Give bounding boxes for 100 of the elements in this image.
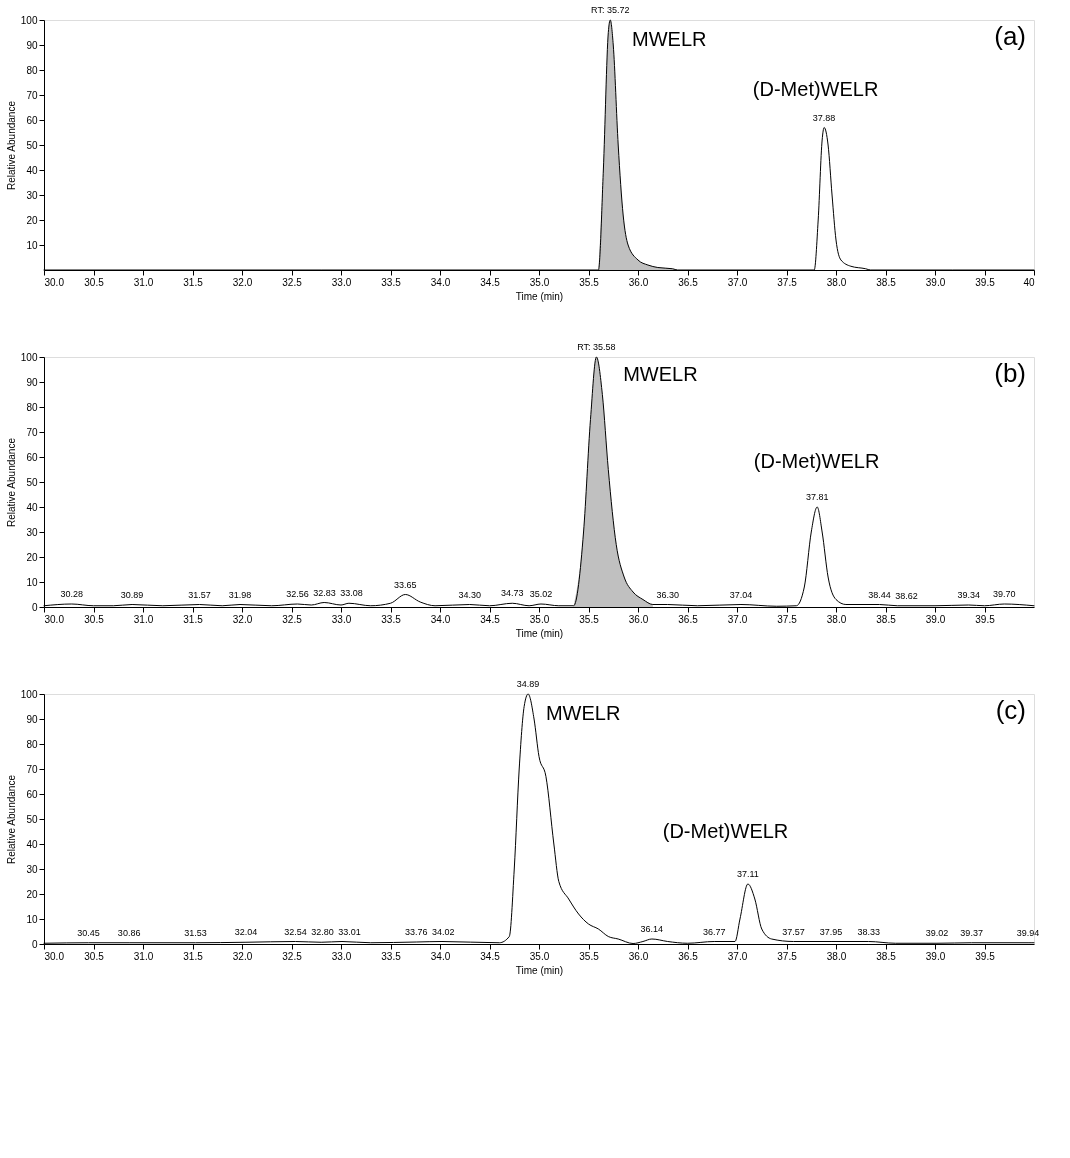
x-tick-label: 38.5 — [876, 276, 897, 288]
annotation: 37.88 — [812, 112, 836, 123]
annotation: 34.89 — [516, 679, 540, 689]
y-tick-label: 30 — [26, 189, 38, 201]
y-tick-label: 40 — [26, 164, 38, 176]
annotation: 36.14 — [640, 924, 664, 934]
annotation: 30.89 — [120, 589, 144, 600]
y-axis-title: Relative Abundance — [5, 774, 17, 864]
x-tick-label: 31.0 — [133, 950, 154, 962]
annotation: 39.02 — [925, 928, 949, 939]
annotation: 39.34 — [957, 590, 980, 600]
x-tick-label: 38.0 — [826, 276, 847, 288]
x-tick-label: 33.5 — [381, 276, 402, 288]
annotation: 31.53 — [184, 927, 207, 938]
x-tick-label: 34.5 — [480, 276, 501, 288]
annotation: (D-Met)WELR — [752, 78, 879, 100]
annotation: MWELR — [545, 702, 621, 724]
y-tick-label: 80 — [26, 738, 38, 750]
x-tick-label: 38.5 — [876, 950, 897, 962]
annotation: 32.54 — [284, 926, 307, 937]
annotation: 37.81 — [805, 492, 829, 502]
y-tick-label: 0 — [31, 938, 38, 950]
y-tick-label: 90 — [26, 713, 38, 725]
y-tick-label: 0 — [31, 601, 38, 613]
x-tick-label: 35.0 — [529, 276, 550, 288]
x-tick-label: 34.0 — [430, 950, 451, 962]
y-tick-label: 80 — [26, 64, 38, 76]
y-tick-label: 70 — [26, 89, 38, 101]
annotation: (D-Met)WELR — [662, 819, 789, 842]
y-tick-label: 100 — [20, 351, 38, 363]
x-tick-label: 32.5 — [282, 950, 303, 962]
y-tick-label: 60 — [26, 788, 38, 800]
annotation: (a) — [994, 21, 1026, 51]
y-tick-label: 10 — [26, 576, 38, 588]
x-tick-label: 30.5 — [84, 613, 105, 625]
annotation: 33.76 — [404, 927, 428, 937]
y-axis-title: Relative Abundance — [5, 100, 17, 190]
x-tick-label: 33.5 — [381, 613, 402, 625]
x-tick-label: 30.5 — [84, 950, 105, 962]
annotation: 39.94 — [1016, 927, 1040, 938]
x-tick-label: 36.5 — [678, 276, 699, 288]
x-tick-label: 31.5 — [183, 613, 204, 625]
annotation: 39.37 — [960, 927, 983, 938]
x-axis-title: Time (min) — [515, 290, 564, 302]
y-tick-label: 60 — [26, 451, 38, 463]
annotation: 38.33 — [857, 926, 880, 937]
annotation: 37.11 — [736, 869, 759, 879]
x-tick-label: 39.0 — [925, 276, 946, 288]
y-tick-label: 50 — [26, 813, 38, 825]
annotation: 31.57 — [188, 589, 211, 600]
y-tick-label: 50 — [26, 476, 38, 488]
x-tick-label: 33.0 — [331, 276, 352, 288]
x-tick-label: 33.0 — [331, 613, 352, 625]
x-tick-label: 33.5 — [381, 950, 402, 962]
x-tick-label: 32.0 — [232, 950, 253, 962]
annotation: 32.83 — [313, 587, 336, 598]
x-tick-label: 34.0 — [430, 613, 451, 625]
x-tick-label: 38.0 — [826, 950, 847, 962]
y-axis-title: Relative Abundance — [5, 437, 17, 527]
annotation: 34.30 — [458, 589, 481, 600]
x-tick-label: 32.0 — [232, 613, 253, 625]
annotation: 37.95 — [819, 926, 843, 937]
x-tick-label: 40 — [1023, 276, 1035, 288]
x-tick-label: 35.5 — [579, 950, 600, 962]
annotation: MWELR — [632, 28, 707, 50]
x-axis-title: Time (min) — [515, 964, 564, 976]
x-tick-label: 31.5 — [183, 950, 204, 962]
y-tick-label: 20 — [26, 551, 38, 563]
y-tick-label: 70 — [26, 426, 38, 438]
annotation: 32.80 — [311, 927, 334, 938]
x-tick-label: 39.5 — [975, 950, 996, 962]
annotation: 33.01 — [338, 926, 361, 937]
x-tick-label: 34.0 — [430, 276, 451, 288]
annotation: 34.02 — [431, 926, 455, 937]
x-tick-label: 37.5 — [777, 613, 798, 625]
annotation: 33.65 — [394, 579, 417, 590]
x-tick-label: 36.0 — [628, 276, 649, 288]
y-tick-label: 40 — [26, 501, 38, 513]
x-tick-label: 32.0 — [232, 276, 253, 288]
x-tick-label: 30.0 — [44, 950, 65, 962]
y-tick-label: 30 — [26, 526, 38, 538]
annotation: (c) — [995, 695, 1026, 725]
x-tick-label: 36.0 — [628, 613, 649, 625]
annotation: 38.44 — [868, 589, 891, 600]
annotation: 37.04 — [729, 589, 753, 600]
x-tick-label: 36.5 — [678, 950, 699, 962]
x-tick-label: 35.5 — [579, 613, 600, 625]
x-tick-label: 30.5 — [84, 276, 105, 288]
annotation: 30.28 — [60, 589, 83, 599]
y-tick-label: 70 — [26, 763, 38, 775]
annotation: 30.86 — [117, 927, 141, 938]
annotation: 35.02 — [529, 589, 553, 599]
y-tick-label: 100 — [20, 14, 38, 26]
x-tick-label: 37.0 — [727, 950, 748, 962]
y-tick-label: 80 — [26, 401, 38, 413]
y-tick-label: 10 — [26, 913, 38, 925]
x-tick-label: 38.0 — [826, 613, 847, 625]
x-tick-label: 39.0 — [925, 613, 946, 625]
annotation: (b) — [994, 358, 1026, 388]
y-tick-label: 30 — [26, 863, 38, 875]
